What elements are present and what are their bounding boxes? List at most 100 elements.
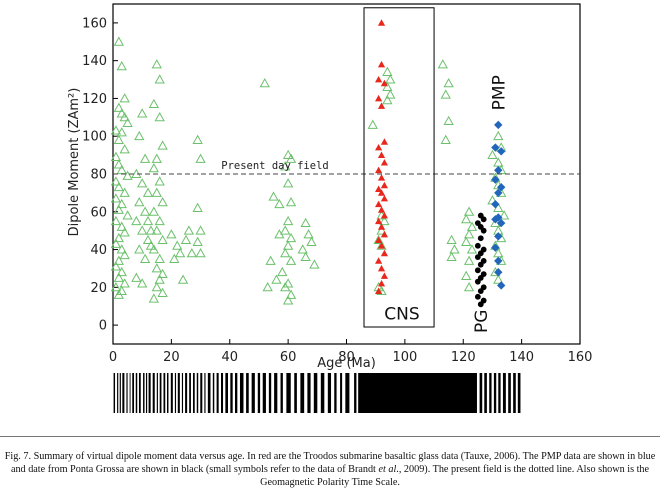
green-triangle-point bbox=[382, 66, 393, 76]
polarity-interval bbox=[181, 373, 184, 413]
green-triangle-point bbox=[113, 102, 124, 112]
green-triangle-point bbox=[110, 193, 122, 203]
polarity-interval bbox=[166, 373, 169, 413]
polarity-interval bbox=[174, 373, 177, 413]
red-triangle-point bbox=[375, 200, 383, 208]
green-triangle-point bbox=[110, 151, 122, 161]
green-triangle-point bbox=[110, 238, 122, 248]
green-triangle-point bbox=[116, 61, 127, 71]
green-triangle-point bbox=[285, 289, 297, 299]
green-triangle-point bbox=[463, 206, 475, 216]
green-triangle-point bbox=[285, 197, 297, 207]
green-triangle-point bbox=[157, 140, 168, 150]
polarity-interval bbox=[126, 373, 128, 413]
green-triangle-point bbox=[116, 164, 127, 175]
blue-diamond-point bbox=[491, 243, 500, 252]
polarity-interval bbox=[177, 373, 180, 413]
green-triangle-point bbox=[151, 153, 162, 163]
green-triangle-point bbox=[113, 255, 124, 265]
polarity-interval bbox=[274, 373, 278, 413]
figure-caption: Fig. 7. Summary of virtual dipole moment… bbox=[4, 450, 656, 489]
green-triangle-point bbox=[119, 249, 130, 260]
green-triangle-point bbox=[157, 287, 168, 297]
blue-diamond-point bbox=[491, 175, 500, 184]
polarity-interval bbox=[307, 373, 311, 413]
green-triangle-point bbox=[110, 125, 122, 135]
polarity-interval bbox=[135, 373, 138, 413]
green-triangle-point bbox=[446, 251, 457, 262]
red-triangle-point bbox=[377, 206, 386, 213]
polarity-interval bbox=[358, 373, 477, 413]
green-triangle-point bbox=[379, 215, 390, 226]
green-triangle-point bbox=[498, 210, 510, 220]
green-triangle-point bbox=[192, 202, 203, 212]
green-triangle-point bbox=[169, 253, 180, 263]
green-triangle-point bbox=[139, 253, 151, 263]
x-tick-label: 100 bbox=[392, 350, 417, 365]
red-triangle-point bbox=[375, 257, 383, 264]
red-triangle-point bbox=[375, 75, 383, 83]
polarity-interval bbox=[204, 373, 206, 413]
polarity-interval bbox=[257, 373, 261, 413]
y-tick-label: 40 bbox=[90, 243, 107, 258]
polarity-interval bbox=[268, 373, 272, 413]
red-triangle-point bbox=[377, 242, 386, 249]
polarity-interval bbox=[185, 373, 188, 413]
polarity-interval bbox=[132, 373, 135, 413]
green-triangle-point bbox=[493, 130, 504, 141]
cns-label: CNS bbox=[384, 304, 419, 324]
green-triangle-point bbox=[282, 278, 294, 288]
caption-separator bbox=[0, 436, 660, 437]
x-tick-label: 0 bbox=[109, 350, 117, 365]
green-triangle-point bbox=[285, 255, 297, 265]
y-tick-label: 20 bbox=[90, 281, 107, 296]
red-triangle-point bbox=[380, 181, 389, 189]
green-triangle-point bbox=[309, 259, 320, 269]
green-triangle-point bbox=[113, 36, 124, 46]
polarity-interval bbox=[340, 373, 343, 413]
green-triangle-point bbox=[376, 225, 387, 235]
polarity-interval bbox=[489, 373, 492, 413]
green-triangle-point bbox=[119, 112, 130, 122]
green-triangle-point bbox=[300, 217, 311, 228]
green-triangle-point bbox=[154, 274, 165, 284]
green-triangle-point bbox=[151, 225, 162, 235]
polarity-interval bbox=[479, 373, 483, 413]
green-triangle-point bbox=[122, 170, 133, 180]
green-triangle-point bbox=[148, 98, 160, 109]
y-tick-label: 120 bbox=[82, 92, 107, 107]
green-triangle-point bbox=[271, 274, 282, 284]
caption-part-2: ., 2009). The present field is the dotte… bbox=[260, 464, 650, 488]
polarity-interval bbox=[313, 373, 318, 413]
blue-diamond-point bbox=[494, 268, 503, 277]
axis-ticks: 0 20 40 60 80 100 120 140 160 0 20 40 60 80 100 120 140 1… bbox=[67, 16, 592, 371]
green-triangle-point bbox=[174, 248, 186, 258]
polarity-interval bbox=[484, 373, 487, 413]
red-triangle-point bbox=[380, 79, 389, 87]
blue-diamond-point bbox=[494, 256, 503, 266]
green-triangle-point bbox=[493, 274, 504, 284]
red-triangle-point bbox=[375, 143, 383, 151]
green-triangle-point bbox=[139, 206, 151, 216]
green-triangle-point bbox=[300, 251, 311, 262]
green-triangle-point bbox=[113, 289, 124, 299]
polarity-interval bbox=[143, 373, 145, 413]
green-triangle-point bbox=[148, 244, 160, 254]
green-triangle-point bbox=[285, 153, 297, 163]
blue-diamond-point bbox=[494, 120, 503, 130]
red-triangle-point bbox=[375, 236, 383, 243]
polarity-interval bbox=[170, 373, 173, 413]
polarity-interval bbox=[122, 373, 125, 413]
green-triangle-point bbox=[151, 59, 162, 69]
green-triangle-point bbox=[119, 187, 130, 197]
pg-label: PG bbox=[472, 310, 492, 333]
polarity-interval bbox=[517, 373, 521, 413]
green-triangle-point bbox=[113, 272, 124, 282]
green-triangle-point bbox=[449, 244, 460, 254]
polarity-interval bbox=[119, 373, 121, 413]
polarity-interval bbox=[239, 373, 244, 413]
green-triangle-point bbox=[139, 153, 151, 163]
red-triangle-point bbox=[377, 19, 386, 26]
polarity-interval bbox=[320, 373, 325, 413]
green-triangle-point bbox=[280, 225, 291, 235]
